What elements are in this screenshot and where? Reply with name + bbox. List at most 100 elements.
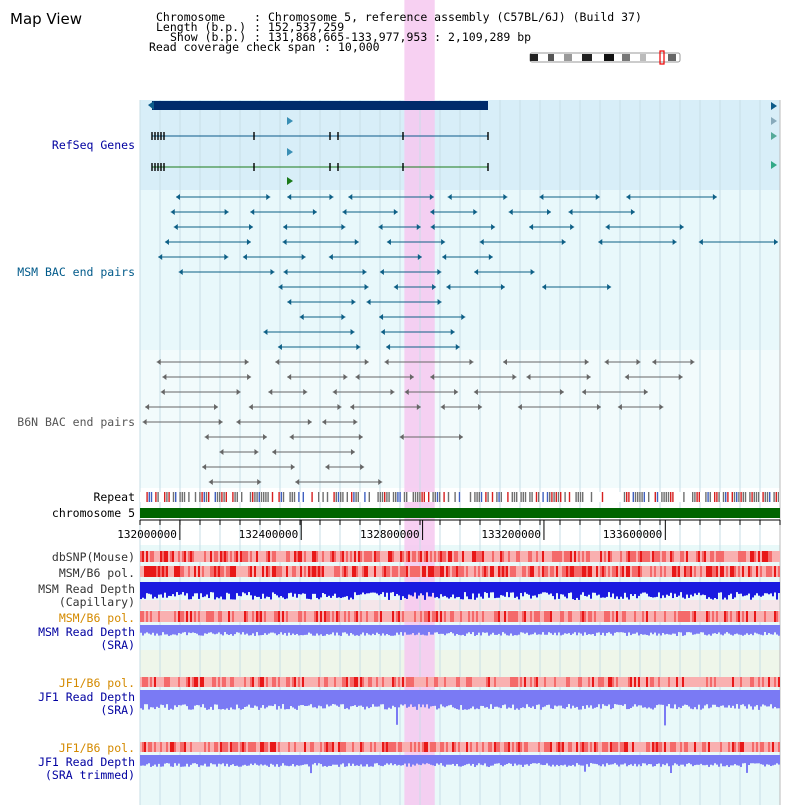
dbsnp-cell — [590, 551, 592, 562]
jf1-b6-pol-cell — [698, 742, 700, 752]
msm-capillary-depth-bar — [552, 582, 554, 597]
jf1-trimmed-depth-bar — [558, 755, 560, 767]
repeat-element — [282, 492, 285, 502]
jf1-b6-pol-cell — [476, 742, 478, 752]
jf1-b6-pol-cell — [328, 742, 330, 752]
repeat-element — [333, 492, 335, 502]
track-label-msm-bac[interactable]: MSM BAC end pairs — [17, 265, 135, 279]
dbsnp-cell — [584, 551, 586, 562]
jf1-b6-pol-cell — [760, 742, 762, 752]
msm-sra-depth-bar — [260, 625, 262, 636]
jf1-b6-pol-cell — [550, 742, 552, 752]
jf1-sra-depth-bar — [262, 690, 264, 706]
jf1-b6-pol-cell — [310, 742, 312, 752]
msm-b6-pol-cell — [384, 566, 386, 577]
msm-capillary-depth-bar — [352, 582, 354, 600]
refseq-gene-bar — [152, 101, 488, 110]
repeat-element — [507, 492, 509, 502]
b6n-bac-pair-end — [218, 419, 223, 425]
msm-b6-pol-cell — [608, 611, 610, 622]
jf1-b6-pol-cell — [422, 742, 424, 752]
jf1-b6-pol-cell — [696, 677, 698, 687]
jf1-trimmed-depth-bar — [416, 755, 418, 764]
msm-capillary-depth-bar — [458, 582, 460, 597]
msm-sra-depth-bar — [716, 625, 718, 634]
msm-b6-pol-cell — [428, 566, 430, 577]
dbsnp-cell — [602, 551, 604, 562]
dbsnp-cell — [486, 551, 488, 562]
jf1-b6-pol-cell — [758, 742, 760, 752]
msm-bac-pair-end — [774, 239, 778, 245]
msm-b6-pol-cell — [326, 566, 328, 577]
msm-sra-depth-bar — [614, 625, 616, 633]
jf1-trimmed-depth-bar — [664, 755, 666, 766]
msm-sra-depth-bar — [430, 625, 432, 635]
msm-b6-pol-cell — [238, 611, 240, 622]
msm-sra-depth-bar — [500, 625, 502, 636]
jf1-b6-pol-cell — [658, 677, 660, 687]
jf1-trimmed-depth-bar — [264, 755, 266, 765]
jf1-b6-pol-cell — [278, 742, 280, 752]
jf1-trimmed-depth-bar — [362, 755, 364, 767]
msm-b6-pol-cell — [750, 611, 752, 622]
msm-b6-pol-cell — [312, 566, 314, 577]
dbsnp-cell — [176, 551, 178, 562]
jf1-b6-pol-cell — [144, 742, 146, 752]
dbsnp-cell — [274, 551, 276, 562]
msm-capillary-depth-bar — [408, 582, 410, 595]
dbsnp-cell — [366, 551, 368, 562]
jf1-b6-pol-cell — [206, 742, 208, 752]
msm-b6-pol-cell — [330, 611, 332, 622]
msm-sra-depth-bar — [470, 625, 472, 635]
jf1-b6-pol-cell — [484, 742, 486, 752]
msm-capillary-depth-bar — [372, 582, 374, 593]
msm-bac-pair-end — [175, 194, 180, 200]
jf1-sra-depth-bar — [770, 690, 772, 705]
msm-b6-pol-cell — [742, 611, 744, 622]
msm-b6-pol-cell — [436, 611, 438, 622]
repeat-element — [256, 492, 258, 502]
msm-sra-depth-bar — [454, 625, 456, 636]
msm-sra-depth-bar — [742, 625, 744, 636]
jf1-sra-depth-bar — [676, 690, 678, 710]
msm-capillary-depth-bar — [188, 582, 190, 600]
jf1-trimmed-depth-bar — [338, 755, 340, 767]
dbsnp-cell — [328, 551, 330, 562]
msm-b6-pol-cell — [590, 611, 592, 622]
chromosome-ideogram — [529, 50, 681, 65]
jf1-b6-pol-cell — [224, 677, 226, 687]
msm-b6-pol-cell — [488, 611, 490, 622]
jf1-sra-depth-bar — [320, 690, 322, 707]
msm-b6-pol-cell — [280, 611, 282, 622]
msm-sra-depth-bar — [274, 625, 276, 634]
msm-capillary-depth-bar — [702, 582, 704, 595]
dbsnp-cell — [656, 551, 658, 562]
msm-b6-pol-cell — [442, 566, 444, 577]
jf1-sra-depth-bar — [728, 690, 730, 706]
msm-b6-pol-cell — [756, 611, 758, 622]
jf1-trimmed-depth-bar — [212, 755, 214, 765]
jf1-b6-pol-cell — [680, 742, 682, 752]
jf1-b6-pol-cell — [714, 742, 716, 752]
b6n-bac-pair-end — [473, 389, 478, 395]
msm-b6-pol-cell — [636, 566, 638, 577]
jf1-b6-pol-cell — [532, 677, 534, 687]
jf1-b6-pol-cell — [302, 742, 304, 752]
track-label-b6n-bac[interactable]: B6N BAC end pairs — [17, 415, 135, 429]
dbsnp-cell — [334, 551, 336, 562]
dbsnp-cell — [228, 551, 230, 562]
b6n-bac-pair-end — [254, 449, 259, 455]
dbsnp-cell — [148, 551, 150, 562]
jf1-trimmed-depth-bar — [376, 755, 378, 764]
dbsnp-cell — [738, 551, 740, 562]
msm-sra-depth-bar — [384, 625, 386, 636]
msm-capillary-depth-bar — [506, 582, 508, 593]
msm-capillary-depth-bar — [532, 582, 534, 596]
msm-b6-pol-cell — [438, 611, 440, 622]
msm-b6-pol-cell — [294, 566, 296, 577]
msm-sra-depth-bar — [482, 625, 484, 633]
track-label-refseq[interactable]: RefSeq Genes — [51, 138, 135, 152]
jf1-sra-depth-bar — [508, 690, 510, 708]
msm-b6-pol-cell — [498, 611, 500, 622]
